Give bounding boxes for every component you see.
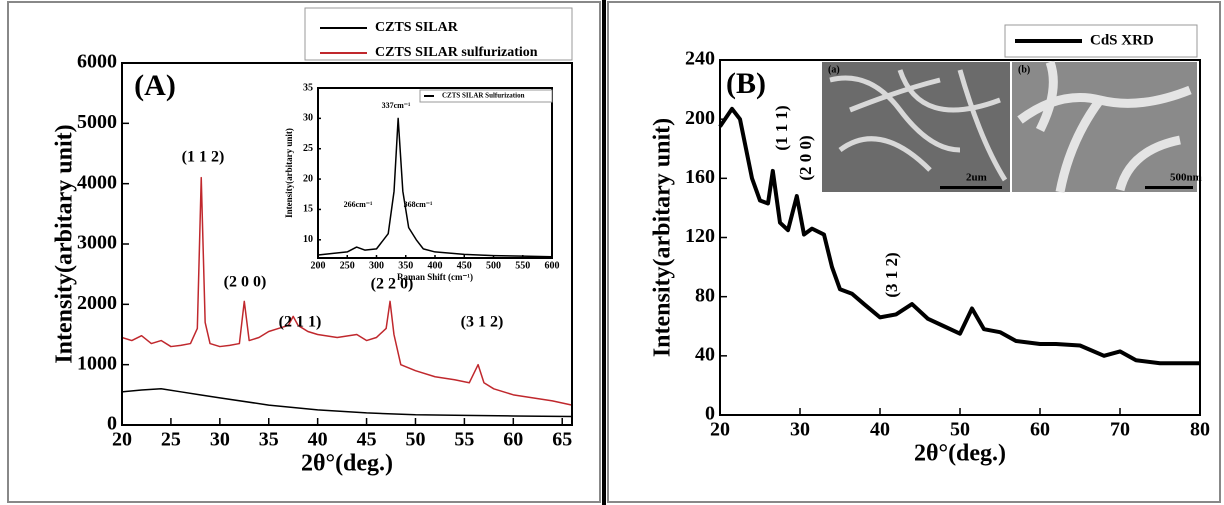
y-axis-label: Intensity(arbitary unit) bbox=[650, 118, 676, 357]
x-tick-label: 50 bbox=[950, 419, 970, 441]
y-tick-label: 20 bbox=[303, 173, 313, 184]
panel-frame bbox=[7, 1, 601, 503]
legend-label: CZTS SILAR sulfurization bbox=[375, 45, 538, 60]
x-axis-label: 2θ°(deg.) bbox=[914, 441, 1006, 467]
x-tick-label: 45 bbox=[357, 429, 377, 451]
y-tick-label: 240 bbox=[685, 48, 715, 70]
y-tick-label: 40 bbox=[695, 343, 715, 365]
y-tick-label: 120 bbox=[685, 225, 715, 247]
y-tick-label: 1000 bbox=[77, 352, 117, 374]
y-tick-label: 4000 bbox=[77, 171, 117, 193]
y-tick-label: 3000 bbox=[77, 232, 117, 254]
x-tick-label: 30 bbox=[210, 429, 230, 451]
annotation: (1 1 1) bbox=[772, 105, 791, 150]
y-tick-label: 15 bbox=[303, 204, 313, 215]
annotation: 368cm⁻¹ bbox=[404, 200, 433, 209]
x-tick-label: 40 bbox=[308, 429, 328, 451]
y-tick-label: 30 bbox=[303, 113, 313, 124]
plot-frame bbox=[121, 62, 573, 426]
legend-box bbox=[304, 7, 573, 61]
y-axis-label: Intensity(arbitary unit) bbox=[284, 128, 294, 218]
y-tick-label: 0 bbox=[107, 413, 117, 435]
x-tick-label: 60 bbox=[503, 429, 523, 451]
y-tick-label: 0 bbox=[705, 403, 715, 425]
y-tick-label: 25 bbox=[303, 143, 313, 154]
sem-image bbox=[822, 62, 1010, 192]
x-tick-label: 550 bbox=[515, 260, 530, 271]
image-scale: 2um bbox=[966, 172, 987, 184]
image-label: (a) bbox=[828, 64, 840, 75]
series-line bbox=[317, 117, 553, 258]
annotation: 266cm⁻¹ bbox=[344, 200, 373, 209]
y-tick-label: 35 bbox=[303, 82, 313, 93]
x-tick-label: 300 bbox=[369, 260, 384, 271]
x-tick-label: 80 bbox=[1190, 419, 1210, 441]
x-tick-label: 25 bbox=[161, 429, 181, 451]
x-tick-label: 35 bbox=[259, 429, 279, 451]
y-tick-label: 80 bbox=[695, 284, 715, 306]
annotation: (3 1 2) bbox=[461, 314, 504, 331]
x-tick-label: 70 bbox=[1110, 419, 1130, 441]
image-label: (b) bbox=[1018, 64, 1030, 75]
y-tick-label: 160 bbox=[685, 166, 715, 188]
plot-frame bbox=[719, 59, 1201, 416]
x-tick-label: 600 bbox=[545, 260, 560, 271]
x-tick-label: 30 bbox=[790, 419, 810, 441]
legend-label: CZTS SILAR Sulfurization bbox=[442, 92, 525, 100]
x-tick-label: 60 bbox=[1030, 419, 1050, 441]
annotation: (B) bbox=[726, 67, 766, 100]
series-line bbox=[121, 176, 573, 406]
plot-frame bbox=[317, 87, 553, 259]
annotation: (2 2 0) bbox=[371, 276, 414, 293]
panel-frame bbox=[607, 1, 1221, 503]
y-tick-label: 2000 bbox=[77, 292, 117, 314]
annotation: (2 0 0) bbox=[224, 274, 267, 291]
series-line bbox=[121, 388, 573, 418]
x-axis-label: Raman Shift (cm⁻¹) bbox=[397, 272, 473, 282]
annotation: (A) bbox=[134, 69, 176, 102]
sem-image bbox=[1012, 60, 1197, 193]
x-tick-label: 40 bbox=[870, 419, 890, 441]
series-line bbox=[718, 106, 1200, 366]
y-tick-label: 10 bbox=[303, 234, 313, 245]
annotation: (3 1 2) bbox=[882, 252, 901, 297]
x-tick-label: 350 bbox=[398, 260, 413, 271]
legend-label: CZTS SILAR bbox=[375, 20, 459, 35]
x-tick-label: 400 bbox=[428, 260, 443, 271]
inset-background bbox=[318, 88, 552, 258]
x-tick-label: 20 bbox=[112, 429, 132, 451]
annotation: 337cm⁻¹ bbox=[382, 101, 411, 110]
x-tick-label: 500 bbox=[486, 260, 501, 271]
divider bbox=[602, 0, 606, 505]
y-tick-label: 5000 bbox=[77, 111, 117, 133]
x-tick-label: 65 bbox=[552, 429, 572, 451]
annotation: (1 1 2) bbox=[182, 149, 225, 166]
x-tick-label: 50 bbox=[405, 429, 425, 451]
x-tick-label: 450 bbox=[457, 260, 472, 271]
x-axis-label: 2θ°(deg.) bbox=[301, 451, 393, 477]
legend-box bbox=[419, 89, 553, 103]
annotation: (2 1 1) bbox=[279, 314, 322, 331]
annotation: (2 0 0) bbox=[796, 135, 815, 180]
x-tick-label: 250 bbox=[340, 260, 355, 271]
x-tick-label: 55 bbox=[454, 429, 474, 451]
y-tick-label: 200 bbox=[685, 107, 715, 129]
y-tick-label: 6000 bbox=[77, 51, 117, 73]
y-axis-label: Intensity(arbitary unit) bbox=[52, 124, 78, 363]
image-scale: 500nm bbox=[1170, 172, 1202, 184]
legend-label: CdS XRD bbox=[1090, 32, 1154, 48]
x-tick-label: 20 bbox=[710, 419, 730, 441]
x-tick-label: 200 bbox=[311, 260, 326, 271]
